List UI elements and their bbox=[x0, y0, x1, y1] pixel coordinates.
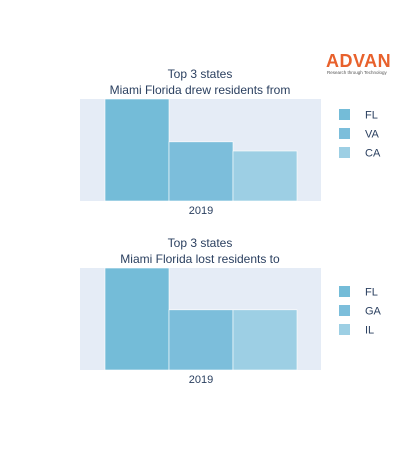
chart2-legend-swatch-ga bbox=[339, 305, 350, 316]
chart1-title-line-2: Miami Florida drew residents from bbox=[110, 83, 291, 97]
chart1-bar-va bbox=[168, 141, 234, 202]
chart1-legend-swatch-va bbox=[339, 128, 350, 139]
logo-tagline: Research through Technology bbox=[327, 70, 387, 75]
chart2-title-line-2: Miami Florida lost residents to bbox=[120, 252, 280, 266]
chart1-legend-swatch-fl bbox=[339, 109, 350, 120]
chart2-x-tick-label: 2019 bbox=[189, 374, 213, 386]
chart2-bar-fl bbox=[104, 267, 170, 371]
chart1-legend-label-ca: CA bbox=[365, 148, 381, 160]
logo-wordmark: ADVAN bbox=[326, 51, 392, 71]
chart2-legend-swatch-fl bbox=[339, 286, 350, 297]
chart2-legend-swatch-il bbox=[339, 324, 350, 335]
chart1-bar-fl bbox=[104, 98, 170, 202]
chart1-legend-label-va: VA bbox=[365, 129, 380, 141]
chart2-legend-label-il: IL bbox=[365, 325, 374, 337]
chart1-legend-label-fl: FL bbox=[365, 110, 378, 122]
advan-logo: ADVAN Research through Technology bbox=[326, 52, 394, 78]
chart2-bar-il bbox=[232, 309, 298, 371]
chart1-legend-swatch-ca bbox=[339, 147, 350, 158]
chart2-legend-label-fl: FL bbox=[365, 287, 378, 299]
chart1-x-tick-label: 2019 bbox=[189, 205, 213, 217]
chart1-title-line-1: Top 3 states bbox=[168, 67, 233, 81]
chart2-legend-label-ga: GA bbox=[365, 306, 382, 318]
chart2-bar-ga bbox=[168, 309, 234, 371]
chart1-bar-ca bbox=[232, 150, 298, 202]
chart2-title-line-1: Top 3 states bbox=[168, 236, 233, 250]
